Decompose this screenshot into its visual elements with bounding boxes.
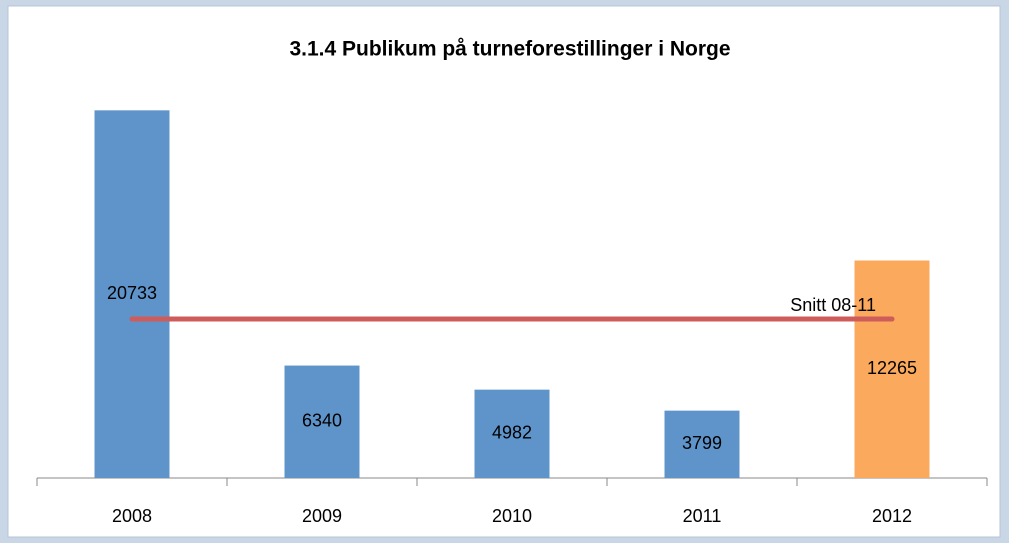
x-tick-label: 2009 — [302, 506, 342, 526]
x-tick-label: 2011 — [683, 506, 722, 526]
data-label: 12265 — [867, 358, 917, 378]
reference-label: Snitt 08-11 — [790, 295, 876, 315]
data-label: 20733 — [107, 283, 157, 303]
x-tick-label: 2008 — [112, 506, 152, 526]
bar — [854, 260, 930, 478]
x-tick-label: 2012 — [872, 506, 912, 526]
data-label: 6340 — [302, 411, 342, 431]
data-label: 4982 — [492, 423, 532, 443]
x-tick-label: 2010 — [492, 506, 532, 526]
bar — [94, 110, 170, 478]
chart-title: 3.1.4 Publikum på turneforestillinger i … — [289, 38, 730, 61]
bar — [284, 365, 360, 478]
bar — [664, 410, 740, 478]
bar — [474, 389, 550, 478]
data-label: 3799 — [682, 433, 722, 453]
